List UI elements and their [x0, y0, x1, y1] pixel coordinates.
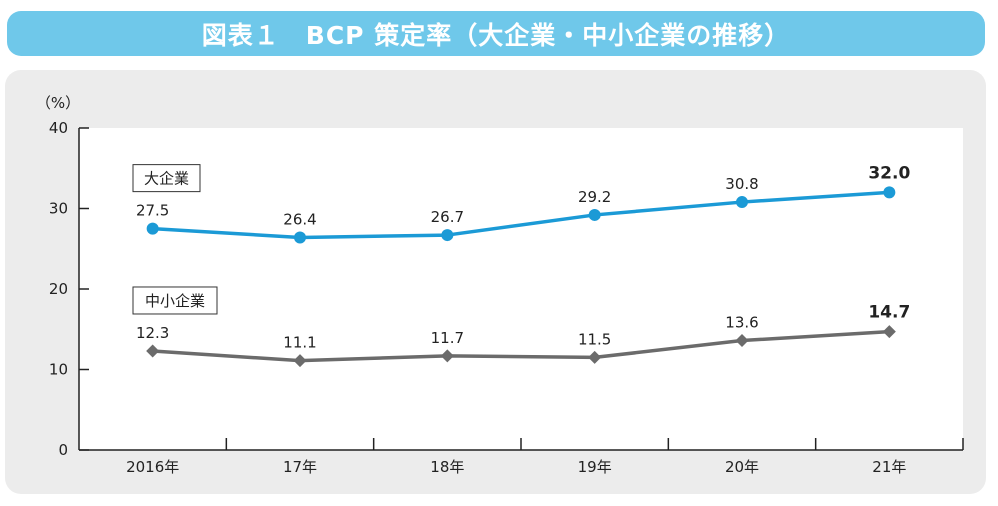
x-tick-label: 20年 — [725, 458, 759, 476]
legend-box — [132, 164, 201, 193]
data-point — [146, 344, 160, 358]
x-tick-label: 19年 — [578, 458, 612, 476]
y-tick-label: 10 — [49, 361, 68, 379]
y-tick-label: 30 — [49, 200, 68, 218]
data-label: 26.7 — [431, 208, 464, 226]
legend-label: 大企業 — [144, 170, 189, 188]
x-tick-label: 18年 — [430, 458, 464, 476]
title-bar: 図表１ BCP 策定率（大企業・中小企業の推移） — [7, 11, 985, 56]
y-tick-label: 20 — [49, 280, 68, 298]
data-label: 11.1 — [283, 334, 316, 352]
data-point — [440, 349, 454, 363]
data-point — [294, 231, 306, 244]
data-point — [293, 354, 307, 368]
data-point — [146, 222, 159, 235]
data-label: 14.7 — [868, 303, 910, 323]
x-tick-label: 17年 — [283, 458, 317, 476]
data-label: 13.6 — [725, 314, 758, 332]
data-point — [736, 196, 748, 209]
data-label: 11.5 — [578, 330, 611, 348]
data-label: 30.8 — [725, 175, 758, 193]
data-label: 27.5 — [136, 202, 169, 220]
data-point — [735, 334, 749, 348]
data-label: 11.7 — [431, 329, 464, 347]
x-tick-label: 21年 — [872, 458, 906, 476]
y-tick-label: 40 — [49, 119, 68, 137]
y-axis-label: （%） — [36, 94, 80, 112]
data-point — [588, 208, 601, 221]
series-line — [152, 329, 890, 363]
data-point — [883, 186, 896, 199]
data-label: 29.2 — [578, 188, 611, 206]
legend-label: 中小企業 — [145, 292, 205, 310]
chart-title: 図表１ BCP 策定率（大企業・中小企業の推移） — [201, 20, 791, 50]
data-label: 26.4 — [283, 210, 316, 228]
data-point — [588, 350, 602, 364]
data-label: 12.3 — [136, 324, 169, 342]
plot-area — [79, 128, 963, 450]
series-line — [152, 190, 890, 240]
x-tick-label: 2016年 — [126, 458, 179, 476]
legend-box — [132, 286, 218, 315]
data-point — [882, 325, 896, 339]
data-label: 32.0 — [868, 163, 910, 183]
data-point — [441, 229, 454, 242]
y-tick-label: 0 — [58, 441, 68, 459]
